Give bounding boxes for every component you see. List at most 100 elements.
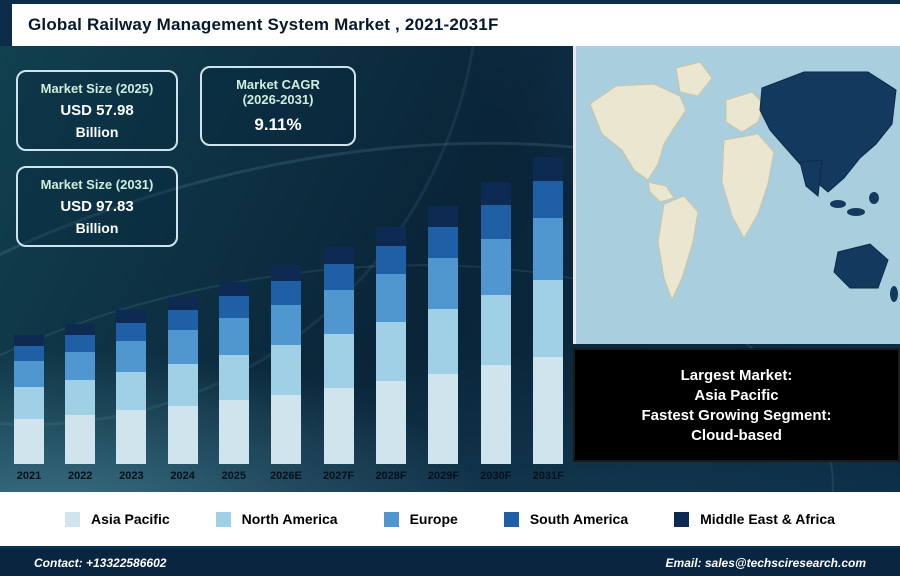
market-cagr-title-line1: Market CAGR [236,77,320,92]
segment-north-america [167,363,198,406]
segment-asia-pacific [376,381,407,464]
caption-line3: Fastest Growing Segment: [641,406,832,424]
year-label-2021: 2021 [16,470,42,482]
market-size-2025-title: Market Size (2025) [40,81,154,96]
stacked-bar-2023 [116,310,147,464]
segment-north-america [65,379,96,415]
segment-middle-east-africa [167,296,198,311]
stacked-bar-2028f [376,227,407,464]
year-label-2028f: 2028F [375,470,407,482]
segment-north-america [428,309,459,374]
segment-south-america [376,246,407,275]
segment-south-america [65,334,96,352]
segment-europe [167,330,198,364]
market-cagr-box: Market CAGR (2026-2031) 9.11% [200,66,356,146]
caption-line2: Asia Pacific [694,386,779,404]
segment-europe [14,361,44,388]
stacked-bar-chart: 2021 2022 2023 2024 2025 2026E 2027F 2028F 2029F… [14,130,564,482]
chart-legend: Asia Pacific North America Europe South Ame… [0,492,900,546]
year-label-2022: 2022 [67,470,93,482]
segment-asia-pacific [533,356,564,464]
segment-north-america [14,387,44,420]
legend-label-north-america: North America [241,511,338,527]
stacked-bar-2021 [14,335,44,464]
stacked-bar-2024 [167,296,198,464]
legend-item-north-america: North America [215,511,338,527]
bar-column-2025: 2025 [218,281,249,482]
market-size-2031-unit: Billion [75,220,119,236]
bar-column-2031f: 2031F [532,156,564,482]
legend-label-europe: Europe [409,511,458,527]
market-size-2025-unit: Billion [75,124,119,140]
segment-europe [65,351,96,380]
caption-line4: Cloud-based [691,426,782,444]
year-label-2031f: 2031F [532,470,564,482]
year-label-2027f: 2027F [323,470,355,482]
segment-middle-east-africa [270,265,301,282]
largest-market-caption: Largest Market: Asia Pacific Fastest Gro… [573,348,900,462]
segment-europe [480,238,511,295]
stacked-bar-2022 [65,323,96,464]
page-title: Global Railway Management System Market … [28,15,499,34]
legend-swatch-south-america [503,511,519,527]
segment-north-america [218,354,249,401]
segment-middle-east-africa [65,323,96,335]
segment-europe [428,257,459,310]
bar-column-2021: 2021 [14,335,44,482]
contact-text: Contact: +13322586602 [34,555,167,570]
caption-line1: Largest Market: [680,366,793,384]
legend-item-europe: Europe [383,511,458,527]
segment-asia-pacific [480,365,511,464]
segment-europe [218,318,249,355]
segment-north-america [480,294,511,366]
world-map-svg [576,46,900,344]
segment-middle-east-africa [323,246,354,265]
stacked-bar-2025 [218,281,249,464]
stacked-bar-2031f [533,156,564,464]
legend-label-asia-pacific: Asia Pacific [91,511,170,527]
year-label-2025: 2025 [221,470,247,482]
bar-column-2023: 2023 [116,310,147,482]
segment-asia-pacific [270,394,301,464]
market-cagr-value: 9.11% [254,115,302,134]
bar-column-2030f: 2030F [480,182,511,482]
segment-asia-pacific [323,387,354,464]
segment-middle-east-africa [376,227,407,247]
segment-north-america [323,333,354,388]
segment-asia-pacific [65,415,96,464]
stacked-bar-2027f [323,246,354,464]
segment-south-america [167,310,198,331]
segment-middle-east-africa [533,156,564,182]
segment-south-america [218,296,249,319]
market-cagr-title-line2: (2026-2031) [242,92,314,107]
segment-south-america [480,204,511,239]
market-size-2025-box: Market Size (2025) USD 57.98 Billion [16,70,178,151]
legend-swatch-middle-east-africa [674,511,690,527]
segment-north-america [116,372,147,411]
segment-north-america [533,279,564,357]
legend-swatch-europe [383,511,399,527]
segment-south-america [428,226,459,258]
bar-column-2028f: 2028F [375,227,407,482]
segment-europe [376,274,407,322]
segment-asia-pacific [14,419,44,464]
segment-middle-east-africa [480,182,511,205]
segment-middle-east-africa [14,335,44,346]
year-label-2026e: 2026E [270,470,302,482]
world-map [573,46,900,344]
segment-south-america [270,281,301,305]
market-size-2031-value: USD 97.83 [60,198,134,215]
legend-item-south-america: South America [503,511,628,527]
stacked-bar-2029f [428,205,459,464]
stacked-bar-2030f [480,182,511,464]
bar-column-2029f: 2029F [428,205,459,482]
legend-item-middle-east-africa: Middle East & Africa [674,511,835,527]
segment-south-america [116,322,147,342]
legend-label-middle-east-africa: Middle East & Africa [700,511,835,527]
market-size-2031-title: Market Size (2031) [40,177,154,192]
market-size-2025-value: USD 57.98 [60,102,134,119]
bar-column-2024: 2024 [167,296,198,482]
segment-asia-pacific [167,405,198,464]
segment-south-america [323,264,354,291]
segment-asia-pacific [428,373,459,464]
